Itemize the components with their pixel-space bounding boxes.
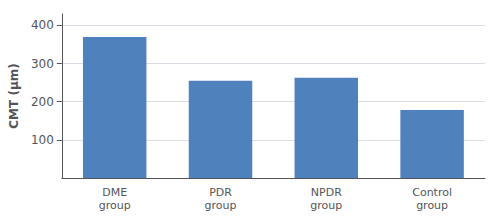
svg-text:400: 400 xyxy=(31,18,54,32)
svg-text:Control: Control xyxy=(412,186,452,199)
svg-text:group: group xyxy=(310,199,342,212)
svg-text:NPDR: NPDR xyxy=(311,186,342,199)
svg-text:300: 300 xyxy=(31,57,54,71)
svg-text:100: 100 xyxy=(31,133,54,147)
svg-text:PDR: PDR xyxy=(209,186,232,199)
svg-text:CMT (μm): CMT (μm) xyxy=(7,63,21,128)
svg-text:group: group xyxy=(99,199,131,212)
svg-text:group: group xyxy=(416,199,448,212)
svg-text:group: group xyxy=(205,199,237,212)
svg-text:200: 200 xyxy=(31,95,54,109)
svg-text:DME: DME xyxy=(102,186,127,199)
